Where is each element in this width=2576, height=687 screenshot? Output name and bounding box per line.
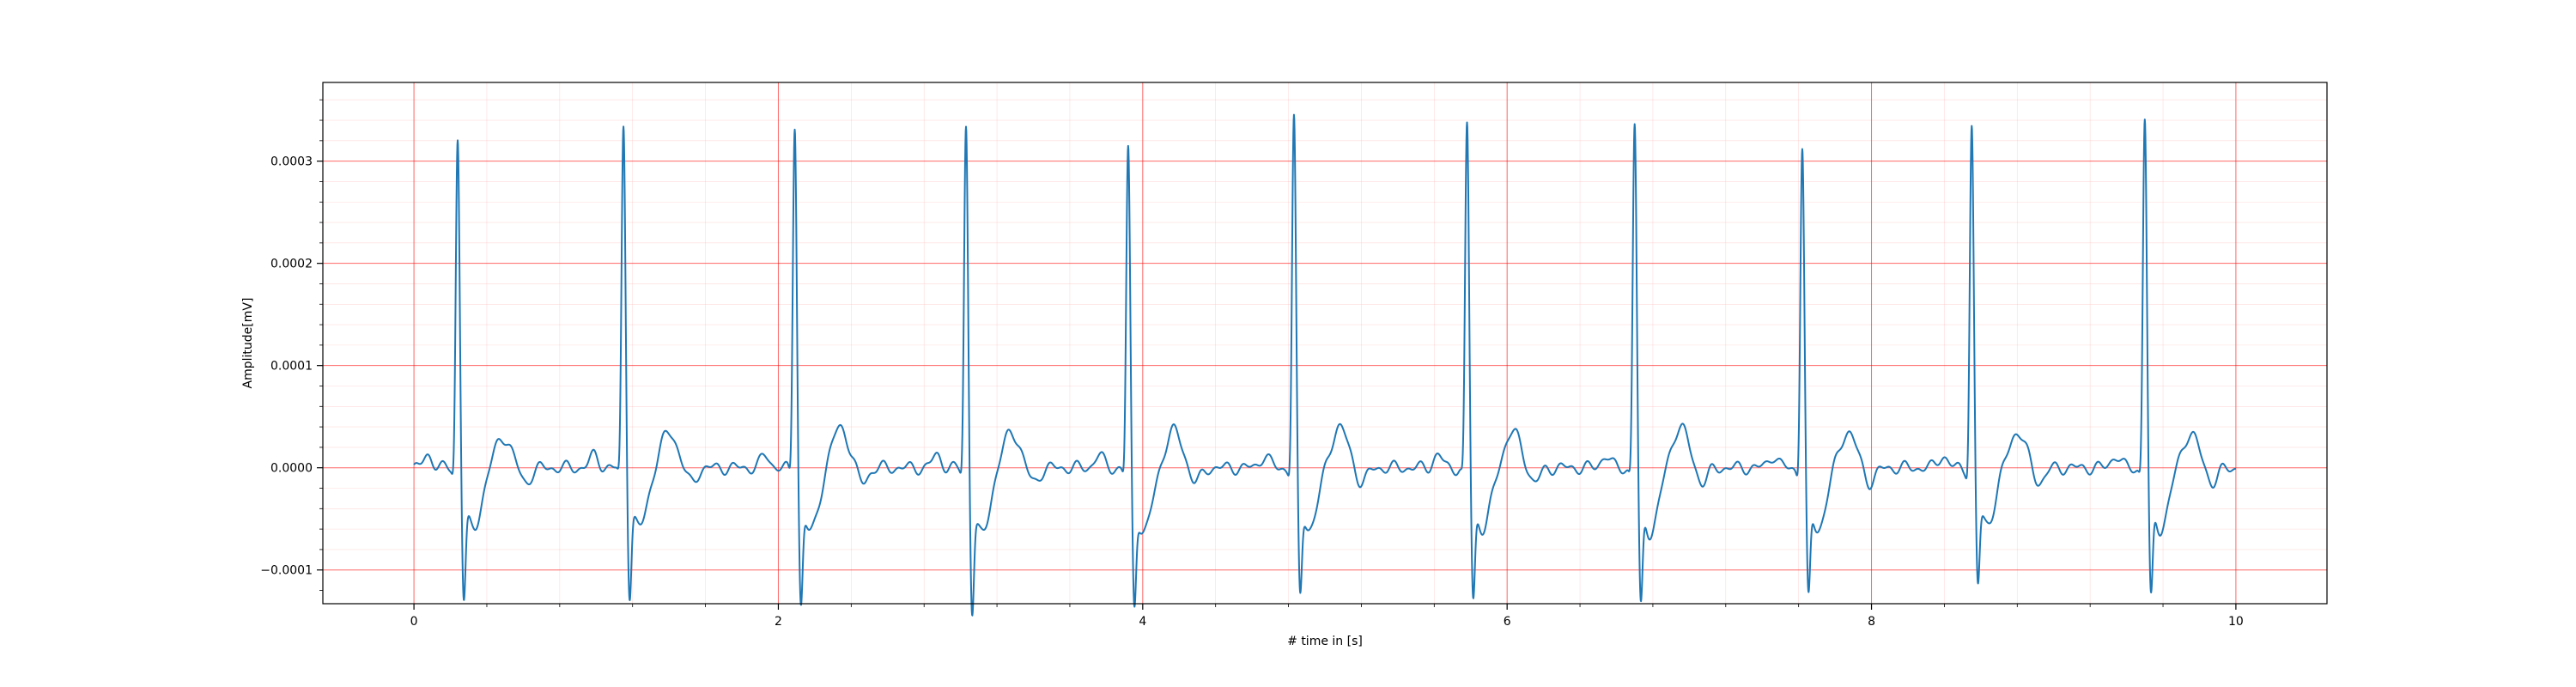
y-tick-label: 0.0000 <box>270 462 313 476</box>
major-grid <box>323 82 2327 604</box>
y-axis: −0.0001 0.0000 0.0001 0.0002 0.0003 <box>260 99 323 591</box>
x-axis: 0 2 4 6 8 10 <box>410 604 2244 629</box>
x-tick-label: 10 <box>2228 615 2244 629</box>
x-tick-label: 4 <box>1139 615 1146 629</box>
y-tick-label: 0.0002 <box>270 258 313 271</box>
y-tick-label: 0.0001 <box>270 360 313 374</box>
minor-grid <box>323 82 2327 604</box>
x-tick-label: 0 <box>410 615 418 629</box>
y-axis-label: Amplitude[mV] <box>241 298 255 389</box>
plot-frame <box>322 82 2328 605</box>
y-tick-label: −0.0001 <box>260 564 313 578</box>
x-tick-label: 2 <box>775 615 782 629</box>
ecg-series-line <box>413 113 2237 617</box>
x-axis-label: # time in [s] <box>1287 635 1363 648</box>
x-tick-label: 6 <box>1504 615 1511 629</box>
x-tick-label: 8 <box>1868 615 1875 629</box>
series-layer <box>413 113 2237 617</box>
y-tick-label: 0.0003 <box>270 155 313 169</box>
